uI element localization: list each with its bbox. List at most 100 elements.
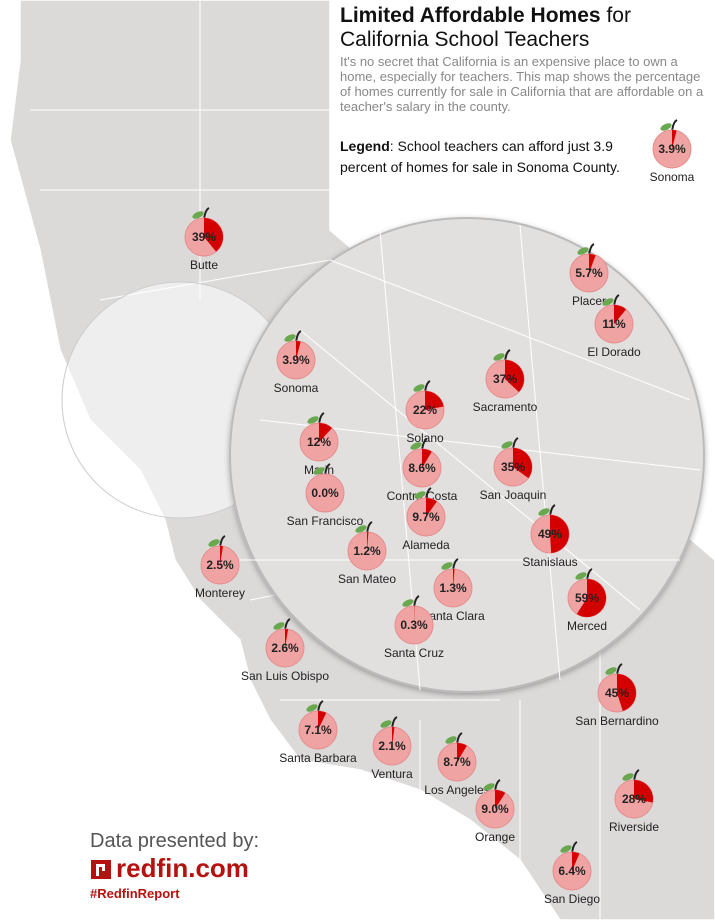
title: Limited Affordable Homes for California S… [340, 4, 712, 52]
apple: 8.6% [402, 438, 442, 488]
county-name: Sonoma [650, 170, 695, 184]
value-label: 8.7% [443, 755, 471, 769]
county-name: Solano [406, 431, 444, 445]
apple: 22% [405, 380, 445, 430]
leaf [575, 572, 587, 580]
value-label: 3.9% [658, 142, 686, 156]
brand-logo [91, 859, 111, 879]
leaf [577, 247, 589, 255]
county-name: Merced [567, 619, 607, 633]
apple: 0.3% [394, 595, 434, 645]
share-wedge [453, 569, 455, 588]
header: Limited Affordable Homes for California S… [340, 4, 712, 114]
apple: 28% [614, 769, 654, 819]
leaf [355, 525, 367, 533]
apple: 3.9% [276, 330, 316, 380]
county-name: San Mateo [338, 572, 396, 586]
legend-text: : School teachers can afford just 3.9 pe… [340, 138, 620, 175]
county-name: Alameda [402, 538, 450, 552]
leaf [307, 416, 319, 424]
apple: 1.3% [433, 558, 473, 608]
value-label: 2.1% [378, 739, 406, 753]
value-label: 0.0% [311, 486, 339, 500]
leaf [380, 720, 392, 728]
county-name: Monterey [195, 586, 245, 600]
share-wedge [576, 579, 606, 617]
description: It's no secret that California is an exp… [340, 54, 704, 114]
county-name: Sonoma [274, 381, 319, 395]
county-name: San Francisco [287, 514, 364, 528]
share-wedge [495, 790, 506, 809]
leaf [192, 211, 204, 219]
share-wedge [220, 546, 223, 565]
legend-label: Legend [340, 138, 390, 154]
apples: 39% Butte 3.9% Sonoma 5.7% Placer 11% El Dorado… [184, 119, 695, 906]
value-label: 11% [602, 317, 626, 331]
value-label: 45% [605, 686, 629, 700]
leaf [208, 539, 220, 547]
county-name: Sacramento [473, 400, 538, 414]
apple: 0.0% [305, 463, 345, 513]
leaf [413, 384, 425, 392]
value-label: 35% [501, 460, 525, 474]
leaf [273, 622, 285, 630]
value-label: 12% [307, 435, 331, 449]
value-label: 9.0% [481, 802, 509, 816]
share-wedge [513, 448, 532, 479]
value-label: 0.3% [400, 618, 428, 632]
brand: redfin.com [90, 853, 259, 884]
county-name: Stanislaus [522, 555, 577, 569]
county-name: El Dorado [587, 345, 641, 359]
leaf [622, 773, 634, 781]
county-name: San Diego [544, 892, 600, 906]
county-name: Placer [572, 294, 606, 308]
leaf [414, 491, 426, 499]
value-label: 6.4% [558, 864, 586, 878]
brand-text: redfin.com [116, 853, 249, 883]
share-wedge [285, 629, 289, 648]
share-wedge [457, 743, 467, 762]
county-name: San Bernardino [575, 714, 659, 728]
leaf [441, 562, 453, 570]
county-name: Riverside [609, 820, 659, 834]
apple: 9.0% [475, 779, 515, 829]
apple: 6.4% [552, 841, 592, 891]
hashtag: #RedfinReport [90, 886, 180, 901]
leaf [306, 704, 318, 712]
share-wedge [425, 391, 444, 410]
leaf [602, 298, 614, 306]
apple: 12% [299, 412, 339, 462]
apple-body [305, 473, 345, 513]
value-label: 2.5% [206, 558, 234, 572]
zoom-lines [240, 224, 701, 691]
county-name: Orange [475, 830, 515, 844]
value-label: 7.1% [304, 723, 332, 737]
legend: Legend: School teachers can afford just … [340, 136, 645, 178]
county-name: Santa Clara [421, 609, 485, 623]
county-name: Santa Cruz [384, 646, 444, 660]
apple: 35% [493, 437, 533, 487]
value-label: 9.7% [412, 510, 440, 524]
leaf [445, 736, 457, 744]
share-wedge [505, 359, 525, 393]
apple: 59% [567, 568, 607, 618]
value-label: 1.3% [439, 581, 467, 595]
value-label: 49% [538, 527, 562, 541]
apple: 2.6% [265, 618, 305, 668]
value-label: 3.9% [282, 353, 310, 367]
share-wedge [422, 449, 432, 468]
share-wedge [392, 727, 395, 746]
share-wedge [614, 305, 627, 324]
apple: 11% [594, 294, 634, 344]
value-label: 2.6% [271, 641, 299, 655]
apple: 2.1% [372, 716, 412, 766]
apple: 45% [597, 663, 637, 713]
apple: 1.2% [347, 521, 387, 571]
leaf [560, 845, 572, 853]
value-label: 8.6% [408, 461, 436, 475]
share-wedge [426, 498, 437, 517]
county-name: Santa Barbara [279, 751, 357, 765]
leaf [483, 783, 495, 791]
share-wedge [296, 341, 301, 360]
